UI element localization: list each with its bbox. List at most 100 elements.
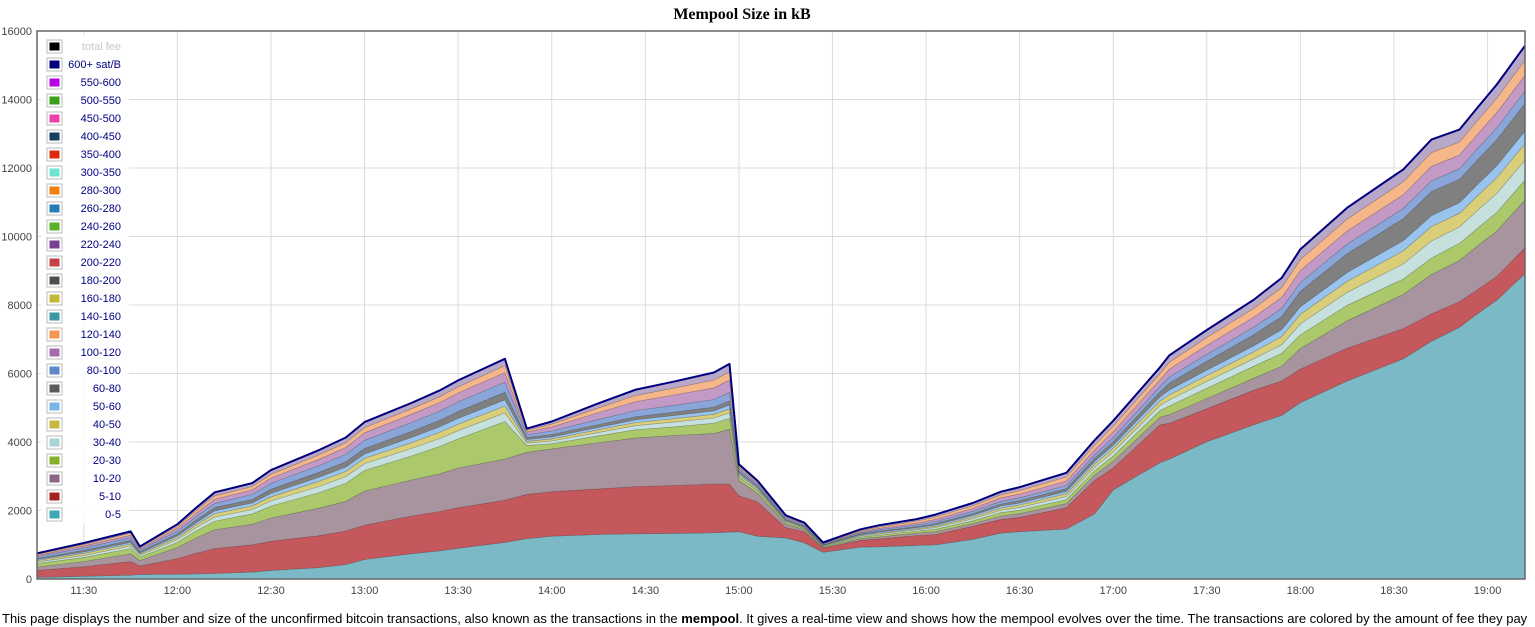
x-tick-label: 19:00 xyxy=(1474,585,1502,597)
y-tick-label: 6000 xyxy=(8,369,32,381)
legend-swatch xyxy=(49,168,60,177)
legend-label: 0-5 xyxy=(105,509,121,521)
legend-label: 220-240 xyxy=(81,239,121,251)
x-tick-label: 14:00 xyxy=(538,585,566,597)
legend-label: 140-160 xyxy=(81,311,121,323)
legend-swatch xyxy=(49,114,60,123)
y-tick-label: 12000 xyxy=(1,163,32,175)
legend-label: 200-220 xyxy=(81,257,121,269)
legend-swatch xyxy=(49,456,60,465)
legend-label: 600+ sat/B xyxy=(68,59,121,71)
x-tick-label: 17:00 xyxy=(1099,585,1127,597)
legend-swatch xyxy=(49,132,60,141)
total-size-line xyxy=(36,45,1526,555)
legend-label: 160-180 xyxy=(81,293,121,305)
x-tick-label: 16:30 xyxy=(1006,585,1034,597)
legend-label: 350-400 xyxy=(81,149,121,161)
x-tick-label: 11:30 xyxy=(70,585,97,597)
legend-item[interactable]: 50-60 xyxy=(46,399,121,414)
description-text-before: This page displays the number and size o… xyxy=(2,611,682,626)
legend-swatch xyxy=(49,96,60,105)
legend-label: 5-10 xyxy=(99,491,121,503)
plot-border xyxy=(36,30,1526,580)
legend-item[interactable]: 20-30 xyxy=(46,453,121,468)
x-tick-label: 13:30 xyxy=(444,585,472,597)
legend-item[interactable]: 10-20 xyxy=(46,471,121,486)
legend-label: 20-30 xyxy=(93,455,121,467)
legend-label: 80-100 xyxy=(87,365,121,377)
legend-label: total fee xyxy=(82,41,121,53)
x-tick-label: 12:30 xyxy=(257,585,285,597)
x-tick-label: 16:00 xyxy=(912,585,940,597)
legend-swatch xyxy=(49,276,60,285)
x-tick-label: 15:00 xyxy=(725,585,753,597)
legend-swatch xyxy=(49,294,60,303)
plot-frame xyxy=(36,30,1526,580)
legend-item[interactable]: 0-5 xyxy=(46,507,121,522)
legend-swatch xyxy=(49,420,60,429)
legend-item[interactable]: 160-180 xyxy=(46,291,121,306)
legend-swatch xyxy=(49,438,60,447)
legend-swatch xyxy=(49,78,60,87)
legend-swatch xyxy=(49,348,60,357)
legend-item[interactable]: 450-500 xyxy=(46,111,121,126)
legend-swatch xyxy=(49,492,60,501)
legend-label: 500-550 xyxy=(81,95,121,107)
legend-swatch xyxy=(49,510,60,519)
legend-item[interactable]: 120-140 xyxy=(46,327,121,342)
legend-swatch xyxy=(49,204,60,213)
y-tick-label: 0 xyxy=(26,574,32,586)
legend: total fee 600+ sat/B 550-600 500-550 450-500… xyxy=(41,35,129,523)
legend-label: 180-200 xyxy=(81,275,121,287)
legend-swatch xyxy=(49,312,60,321)
legend-item[interactable]: 400-450 xyxy=(46,129,121,144)
legend-swatch xyxy=(49,402,60,411)
y-tick-label: 10000 xyxy=(1,232,32,244)
legend-item[interactable]: 240-260 xyxy=(46,219,121,234)
x-tick-label: 12:00 xyxy=(164,585,192,597)
legend-item[interactable]: 350-400 xyxy=(46,147,121,162)
x-tick-label: 13:00 xyxy=(351,585,379,597)
legend-swatch xyxy=(49,150,60,159)
legend-swatch xyxy=(49,222,60,231)
x-tick-label: 17:30 xyxy=(1193,585,1221,597)
y-tick-label: 8000 xyxy=(8,300,32,312)
y-tick-label: 14000 xyxy=(1,95,32,107)
legend-swatch xyxy=(49,366,60,375)
legend-swatch xyxy=(49,258,60,267)
legend-item[interactable]: 260-280 xyxy=(46,201,121,216)
legend-item[interactable]: 40-50 xyxy=(46,417,121,432)
legend-item[interactable]: 220-240 xyxy=(46,237,121,252)
legend-item[interactable]: 550-600 xyxy=(46,75,121,90)
legend-item[interactable]: total fee xyxy=(46,39,121,54)
legend-item[interactable]: 5-10 xyxy=(46,489,121,504)
x-tick-label: 18:00 xyxy=(1287,585,1315,597)
chart-title: Mempool Size in kB xyxy=(673,6,811,23)
legend-item[interactable]: 600+ sat/B xyxy=(46,57,121,72)
legend-item[interactable]: 80-100 xyxy=(46,363,121,378)
x-tick-label: 14:30 xyxy=(632,585,660,597)
total-line-path xyxy=(36,45,1526,555)
page-description: This page displays the number and size o… xyxy=(2,611,1535,627)
legend-item[interactable]: 500-550 xyxy=(46,93,121,108)
legend-item[interactable]: 200-220 xyxy=(46,255,121,270)
legend-item[interactable]: 100-120 xyxy=(46,345,121,360)
legend-item[interactable]: 300-350 xyxy=(46,165,121,180)
y-tick-label: 16000 xyxy=(1,26,32,38)
legend-item[interactable]: 30-40 xyxy=(46,435,121,450)
legend-label: 120-140 xyxy=(81,329,121,341)
legend-swatch xyxy=(49,42,60,51)
legend-label: 50-60 xyxy=(93,401,121,413)
legend-label: 450-500 xyxy=(81,113,121,125)
legend-label: 550-600 xyxy=(81,77,121,89)
legend-label: 100-120 xyxy=(81,347,121,359)
legend-item[interactable]: 60-80 xyxy=(46,381,121,396)
legend-swatch xyxy=(49,474,60,483)
legend-item[interactable]: 180-200 xyxy=(46,273,121,288)
legend-item[interactable]: 280-300 xyxy=(46,183,121,198)
legend-swatch xyxy=(49,384,60,393)
legend-item[interactable]: 140-160 xyxy=(46,309,121,324)
y-tick-label: 4000 xyxy=(8,437,32,449)
legend-swatch xyxy=(49,330,60,339)
legend-label: 300-350 xyxy=(81,167,121,179)
